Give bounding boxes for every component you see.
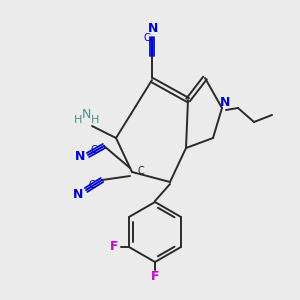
Text: N: N <box>148 22 158 35</box>
Text: F: F <box>110 241 118 254</box>
Text: H: H <box>74 115 82 125</box>
Text: H: H <box>91 115 99 125</box>
Text: C: C <box>138 166 144 176</box>
Text: N: N <box>81 107 91 121</box>
Text: C: C <box>91 145 98 155</box>
Text: F: F <box>151 271 159 284</box>
Text: C: C <box>88 180 95 190</box>
Text: C: C <box>144 33 150 43</box>
Text: N: N <box>75 151 85 164</box>
Text: N: N <box>220 95 230 109</box>
Text: N: N <box>73 188 83 200</box>
